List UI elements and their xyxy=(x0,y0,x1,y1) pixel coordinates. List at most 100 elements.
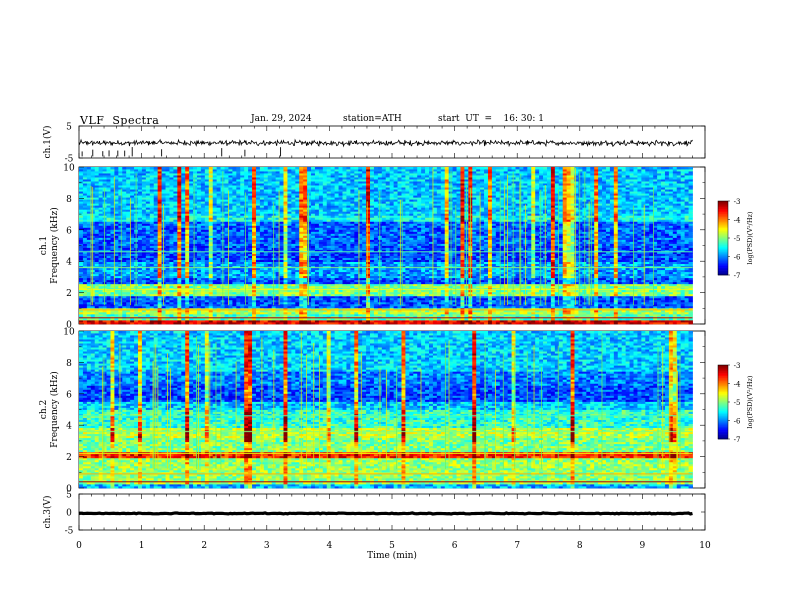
spectrogram-cell xyxy=(389,303,394,307)
spectrogram-cell xyxy=(429,307,434,311)
spectrogram-cell xyxy=(570,307,575,311)
spectrogram-cell xyxy=(236,313,241,317)
spectrogram-cell xyxy=(633,317,638,321)
spectrogram-cell xyxy=(452,321,457,325)
spectrogram-cell xyxy=(263,319,269,323)
spectrogram-cell xyxy=(503,309,509,313)
spectrogram-cell xyxy=(444,297,450,301)
spectrogram-cell xyxy=(189,309,194,313)
spectrogram-cell xyxy=(212,309,218,313)
spectrogram-cell xyxy=(448,319,453,323)
spectrogram-cell xyxy=(279,299,284,303)
spectrogram-cell xyxy=(641,319,646,323)
spectrogram-cell xyxy=(401,313,406,317)
spectrogram-cell xyxy=(621,305,627,309)
spectrogram-cell xyxy=(212,319,218,323)
spectrogram-cell xyxy=(200,291,206,295)
spectrogram-cell xyxy=(90,307,96,311)
spectrogram-cell xyxy=(452,293,457,297)
spectrogram-cell xyxy=(562,307,568,311)
spectrogram-cell xyxy=(413,293,418,297)
spectrogram-cell xyxy=(401,299,406,303)
spectrogram-cell xyxy=(126,309,131,313)
spectrogram-cell xyxy=(98,301,103,305)
spectrogram-cell xyxy=(307,313,312,317)
spectrogram-cell xyxy=(539,311,544,315)
spectrogram-cell xyxy=(366,311,371,315)
spectrogram-cell xyxy=(456,317,461,321)
spectrogram-cell xyxy=(173,303,178,307)
spectrogram-cell xyxy=(381,309,387,313)
spectrogram-cell xyxy=(491,309,497,313)
spectrogram-cell xyxy=(661,307,666,311)
spectrogram-cell xyxy=(566,311,571,315)
spectrogram-cell xyxy=(511,293,516,297)
spectrogram-cell xyxy=(602,301,607,305)
spectrogram-cell xyxy=(664,319,670,323)
spectrogram-cell xyxy=(334,317,339,321)
spectrogram-cell xyxy=(676,313,682,317)
spectrogram-cell xyxy=(373,291,379,295)
spectrogram-cell xyxy=(397,291,402,295)
spectrogram-cell xyxy=(291,295,296,299)
spectrogram-cell xyxy=(476,297,481,301)
spectrogram-cell xyxy=(342,317,347,321)
spectrogram-cell xyxy=(645,297,650,301)
spectrogram-cell xyxy=(334,295,339,299)
spectrogram-cell xyxy=(252,313,257,317)
spectrogram-cell xyxy=(153,303,159,307)
spectrogram-cell xyxy=(342,301,347,305)
spectrogram-cell xyxy=(102,319,107,323)
spectrogram-cell xyxy=(90,319,96,323)
spectrogram-cell xyxy=(232,299,237,303)
spectrogram-cell xyxy=(299,293,304,297)
spectrogram-cell xyxy=(487,303,493,307)
spectrogram-cell xyxy=(118,303,123,307)
spectrogram-cell xyxy=(389,317,394,321)
spectrogram-cell xyxy=(307,301,312,305)
spectrogram-cell xyxy=(539,309,544,313)
spectrogram-cell xyxy=(220,309,225,313)
spectrogram-cell xyxy=(578,317,583,321)
spectrogram-cell xyxy=(358,301,363,305)
spectrogram-cell xyxy=(350,317,355,321)
spectrogram-cell xyxy=(94,291,100,295)
spectrogram-cell xyxy=(350,305,355,309)
spectrogram-cell xyxy=(676,319,682,323)
spectrogram-cell xyxy=(86,311,92,315)
spectrogram-cell xyxy=(531,297,536,301)
spectrogram-cell xyxy=(165,295,170,299)
spectrogram-cell xyxy=(641,307,646,311)
spectrogram-cell xyxy=(602,295,607,299)
spectrogram-cell xyxy=(566,293,571,297)
spectrogram-cell xyxy=(570,305,575,309)
spectrogram-cell xyxy=(216,309,221,313)
spectrogram-cell xyxy=(307,321,312,325)
spectrogram-cell xyxy=(594,311,599,315)
spectrogram-cell xyxy=(330,313,336,317)
spectrogram-cell xyxy=(263,291,269,295)
spectrogram-cell xyxy=(519,321,524,325)
spectrogram-cell xyxy=(535,307,540,311)
spectrogram-cell xyxy=(385,313,391,317)
spectrogram-cell xyxy=(539,299,544,303)
spectrogram-cell xyxy=(354,317,359,321)
spectrogram-cell xyxy=(480,307,485,311)
spectrogram-cell xyxy=(196,309,202,313)
spectrogram-cell xyxy=(484,303,489,307)
spectrogram-cell xyxy=(562,319,568,323)
spectrogram-cell xyxy=(122,311,127,315)
spectrogram-cell xyxy=(605,307,611,311)
spectrogram-cell xyxy=(126,321,131,325)
spectrogram-cell xyxy=(613,307,619,311)
spectrogram-cell xyxy=(519,301,524,305)
spectrogram-cell xyxy=(342,319,347,323)
spectrogram-cell xyxy=(122,319,127,323)
spectrogram-cell xyxy=(503,307,509,311)
spectrogram-cell xyxy=(637,305,642,309)
spectrogram-cell xyxy=(401,295,406,299)
spectrogram-cell xyxy=(405,319,410,323)
spectrogram-cell xyxy=(401,293,406,297)
spectrogram-cell xyxy=(637,299,642,303)
spectrogram-cell xyxy=(637,319,642,323)
